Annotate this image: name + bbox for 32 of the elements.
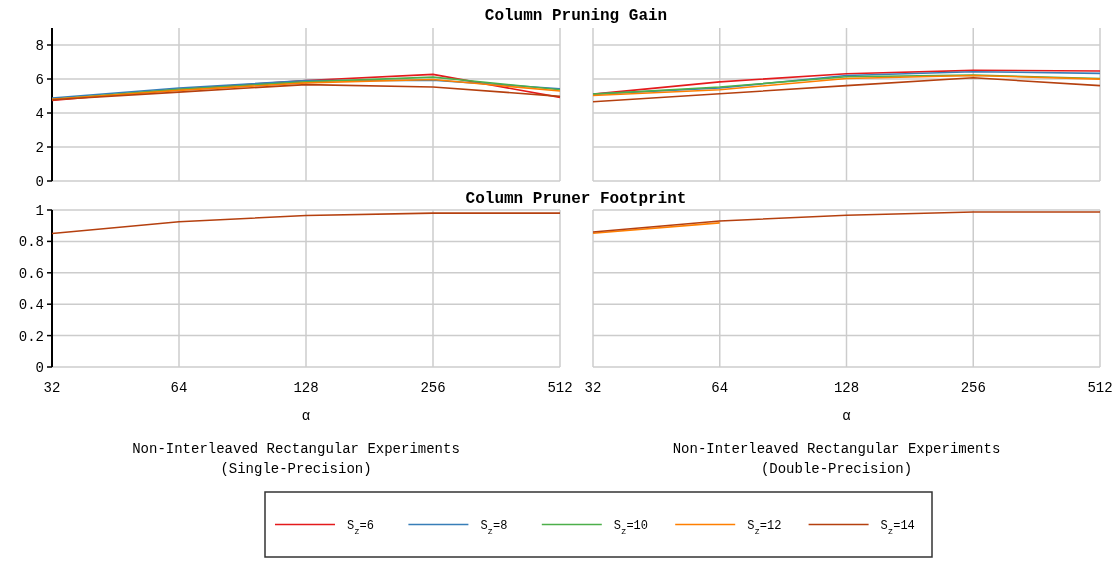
x-tick-label: 512 xyxy=(547,379,573,396)
x-axis-title: α xyxy=(842,407,851,424)
legend-label: S$_{z}$=6 xyxy=(347,518,375,537)
text: Non-Interleaved Rectangular Experiments (Double-Precision) xyxy=(672,440,1001,478)
x-tick-label: 128 xyxy=(833,379,860,396)
y-tick-label: 8 xyxy=(35,37,44,54)
y-tick-label: 1 xyxy=(35,202,44,219)
legend-label: S$_{z}$=14 xyxy=(880,518,915,537)
x-axis-title: α xyxy=(301,407,311,424)
x-tick-label: 512 xyxy=(1087,379,1113,396)
y-tick-label: 6 xyxy=(35,71,44,88)
x-tick-label: 256 xyxy=(960,379,986,396)
x-tick-label: 128 xyxy=(293,379,319,396)
text: Non-Interleaved Rectangular Experiments (Single-Precision) xyxy=(132,440,460,478)
x-tick-label: 64 xyxy=(170,379,188,396)
x-tick-label: 32 xyxy=(584,379,602,396)
chart-title: Column Pruner Footprint xyxy=(465,189,687,208)
chart-title: Column Pruning Gain xyxy=(484,6,668,25)
x-tick-label: 32 xyxy=(43,379,61,396)
x-tick-label: 64 xyxy=(711,379,729,396)
y-tick-label: 0.8 xyxy=(18,234,44,251)
y-tick-label: 2 xyxy=(35,139,44,156)
y-tick-label: 0 xyxy=(35,173,44,190)
y-tick-label: 0.2 xyxy=(18,328,44,345)
legend-label: S$_{z}$=10 xyxy=(613,518,649,537)
y-tick-label: 4 xyxy=(35,105,44,122)
y-tick-label: 0 xyxy=(35,359,44,376)
x-tick-label: 256 xyxy=(420,379,446,396)
legend-label: S$_{z}$=12 xyxy=(747,518,782,537)
y-tick-label: 0.4 xyxy=(18,297,44,314)
y-tick-label: 0.6 xyxy=(18,265,44,282)
legend-label: S$_{z}$=8 xyxy=(480,518,508,537)
